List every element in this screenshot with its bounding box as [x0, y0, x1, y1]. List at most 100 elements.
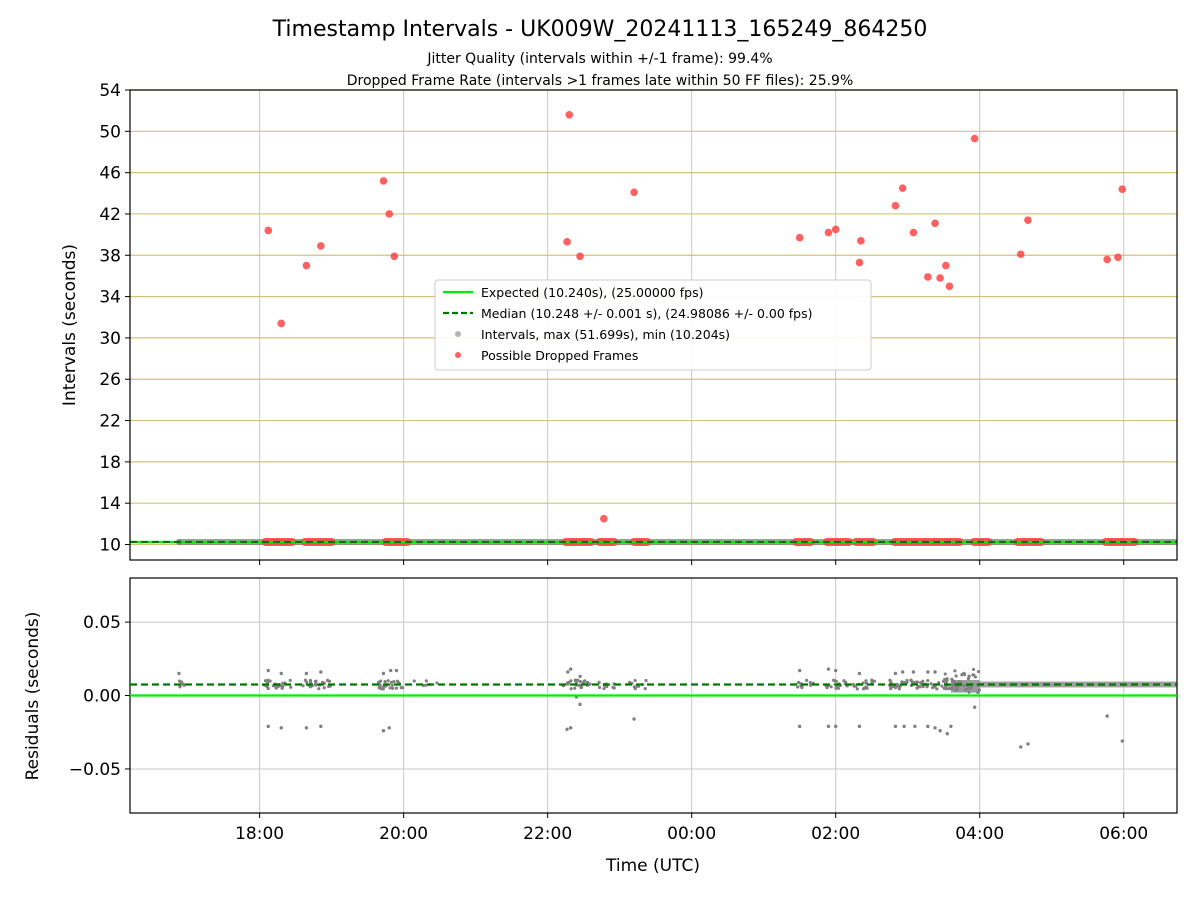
dropped-point — [302, 261, 311, 270]
residual-point — [399, 686, 403, 690]
dropped-point — [898, 184, 907, 192]
residuals-panel: −0.05 0.00 0.05 18:00 20:00 22:00 00:00 02:00 0… — [23, 577, 1178, 876]
residual-point — [944, 687, 948, 691]
residual-point — [327, 684, 331, 689]
residual-point — [265, 685, 269, 689]
residual-point — [644, 678, 648, 683]
residual-point — [597, 680, 601, 684]
legend-median-label: Median (10.248 +/- 0.001 s), (24.98086 +… — [481, 306, 812, 321]
residual-point — [833, 724, 838, 729]
residual-point — [266, 724, 270, 729]
residual-point — [320, 680, 325, 684]
residual-point — [597, 685, 602, 690]
x-tick-label: 00:00 — [667, 824, 716, 844]
dropped-point — [565, 110, 574, 119]
dropped-point — [385, 210, 394, 218]
residual-point — [588, 682, 592, 686]
residual-point — [833, 668, 838, 673]
intervals-axes-frame — [129, 89, 1178, 561]
residual-point — [1105, 714, 1109, 718]
dropped-point — [277, 319, 286, 328]
residual-point — [1019, 745, 1023, 749]
residual-point — [612, 686, 616, 690]
residual-point — [379, 686, 383, 690]
residual-point — [945, 731, 949, 736]
dropped-point — [970, 134, 979, 143]
residual-point — [387, 726, 391, 730]
residual-point — [381, 729, 386, 733]
residual-point — [950, 687, 955, 691]
dropped-point — [909, 228, 918, 237]
dropped-point — [563, 238, 571, 246]
residual-point — [568, 667, 573, 671]
residual-point — [1026, 742, 1030, 746]
residual-point — [383, 679, 387, 684]
x-tick-label: 20:00 — [379, 824, 428, 844]
residuals-lines — [130, 683, 1177, 697]
residual-point — [636, 684, 641, 689]
residual-point — [832, 678, 836, 682]
legend-dropped-swatch — [455, 352, 461, 358]
x-tick-label: 06:00 — [1099, 824, 1148, 844]
residual-point — [266, 668, 270, 673]
dropped-point — [600, 514, 608, 523]
residual-point — [976, 669, 981, 674]
residual-point — [947, 687, 951, 691]
residual-point — [865, 686, 869, 690]
chart-title: Timestamp Intervals - UK009W_20241113_16… — [272, 17, 928, 42]
residual-point — [797, 724, 802, 729]
residual-point — [972, 705, 977, 709]
residuals-x-ticks: 18:00 20:00 22:00 00:00 02:00 04:00 06:00 — [235, 813, 1148, 844]
residual-point — [834, 679, 838, 683]
residual-point — [926, 678, 930, 683]
residual-point — [954, 688, 958, 692]
residual-point — [857, 724, 862, 729]
residual-point — [913, 724, 917, 729]
legend-expected-label: Expected (10.240s), (25.00000 fps) — [481, 285, 703, 300]
chart-subtitle-dropped: Dropped Frame Rate (intervals >1 frames … — [347, 73, 854, 89]
residual-point — [852, 684, 856, 688]
residual-point — [322, 686, 326, 690]
intervals-y-tick-label: 38 — [99, 246, 121, 266]
residual-point — [288, 678, 292, 682]
residual-point — [976, 690, 980, 695]
residual-point — [893, 686, 898, 690]
residual-point — [889, 687, 893, 691]
residual-point — [394, 668, 399, 673]
residual-point — [808, 681, 812, 685]
dropped-point — [942, 261, 950, 270]
residual-point — [953, 669, 957, 673]
residual-point — [949, 724, 953, 729]
residual-point — [829, 685, 833, 689]
residual-point — [958, 680, 963, 684]
residual-point — [900, 680, 904, 684]
residual-point — [893, 671, 898, 676]
residual-point — [327, 679, 332, 683]
residual-point — [308, 678, 313, 683]
residual-point — [888, 678, 892, 682]
residual-point — [178, 685, 182, 689]
intervals-y-ticks: 10 14 18 22 26 30 34 38 42 46 50 54 — [99, 81, 130, 556]
residual-point — [796, 681, 801, 685]
x-tick-label: 04:00 — [955, 824, 1004, 844]
residual-point — [391, 686, 395, 691]
residual-point — [933, 670, 937, 674]
residual-point — [632, 717, 636, 721]
residual-point — [855, 687, 859, 691]
residual-point — [304, 680, 309, 684]
residual-point — [938, 729, 942, 733]
dropped-point — [945, 282, 954, 291]
residual-point — [864, 679, 868, 683]
intervals-x-ticks — [259, 560, 1125, 565]
residual-point — [424, 679, 428, 683]
dropped-point — [936, 274, 944, 282]
dropped-point — [264, 226, 273, 235]
residual-point — [955, 685, 959, 689]
intervals-y-tick-label: 10 — [99, 536, 121, 556]
residual-point — [969, 686, 973, 690]
residual-point — [585, 680, 590, 685]
residual-point — [857, 671, 862, 676]
residual-point — [943, 672, 947, 676]
residual-point — [893, 724, 898, 729]
residual-point — [900, 670, 905, 674]
